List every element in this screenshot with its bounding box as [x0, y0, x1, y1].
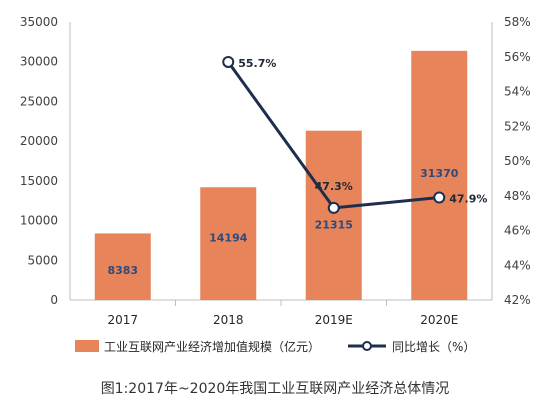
category-label: 2018 — [213, 313, 244, 327]
bar-2020E — [411, 50, 468, 300]
left-y-tick-label: 5000 — [27, 253, 58, 267]
legend-bar-label: 工业互联网产业经济增加值规模（亿元） — [104, 339, 320, 354]
category-label: 2017 — [107, 313, 138, 327]
left-y-tick-label: 25000 — [20, 94, 58, 108]
left-y-tick-label: 10000 — [20, 214, 58, 228]
bar-2019E — [305, 130, 362, 300]
line-data-label: 55.7% — [238, 57, 276, 70]
right-y-axis: 42% 44% 46% 48% 50% 52% 54% 56% 58% — [504, 15, 531, 307]
line-data-labels: 55.7% 47.3% 47.9% — [238, 57, 487, 206]
category-label: 2019E — [315, 313, 353, 327]
left-y-axis: 0 5000 10000 15000 20000 25000 30000 35000 — [20, 15, 58, 307]
line-data-label: 47.9% — [449, 192, 487, 205]
bar-data-label: 21315 — [315, 219, 353, 232]
category-label: 2020E — [420, 313, 458, 327]
legend-line-marker — [362, 341, 372, 351]
legend: 工业互联网产业经济增加值规模（亿元） 同比增长（%） — [75, 339, 475, 354]
right-y-tick-label: 46% — [504, 224, 531, 238]
x-axis-categories: 2017 2018 2019E 2020E — [107, 313, 458, 327]
bar-2017 — [94, 233, 151, 300]
bar-series — [94, 50, 468, 300]
growth-point-2020E — [433, 191, 446, 204]
bar-2018 — [200, 187, 257, 300]
legend-bar-swatch — [75, 340, 99, 352]
growth-point-2019E — [327, 201, 340, 214]
right-y-tick-label: 50% — [504, 154, 531, 168]
right-y-tick-label: 54% — [504, 85, 531, 99]
bar-data-labels: 8383 14194 21315 31370 — [107, 167, 458, 277]
left-y-tick-label: 35000 — [20, 15, 58, 29]
left-y-tick-label: 30000 — [20, 55, 58, 69]
right-y-tick-label: 44% — [504, 258, 531, 272]
bar-data-label: 31370 — [420, 167, 459, 180]
left-y-tick-label: 20000 — [20, 134, 58, 148]
right-y-tick-label: 58% — [504, 15, 531, 29]
right-y-tick-label: 52% — [504, 119, 531, 133]
right-y-tick-label: 48% — [504, 189, 531, 203]
left-y-tick-label: 0 — [50, 293, 58, 307]
growth-point-2018 — [222, 55, 235, 68]
right-y-tick-label: 42% — [504, 293, 531, 307]
bar-data-label: 8383 — [107, 264, 138, 277]
figure-caption: 图1:2017年~2020年我国工业互联网产业经济总体情况 — [100, 381, 450, 397]
bar-data-label: 14194 — [209, 231, 248, 244]
legend-line-label: 同比增长（%） — [392, 340, 475, 354]
line-data-label: 47.3% — [315, 180, 353, 193]
left-y-tick-label: 15000 — [20, 174, 58, 188]
line-series — [222, 55, 446, 214]
right-y-tick-label: 56% — [504, 50, 531, 64]
